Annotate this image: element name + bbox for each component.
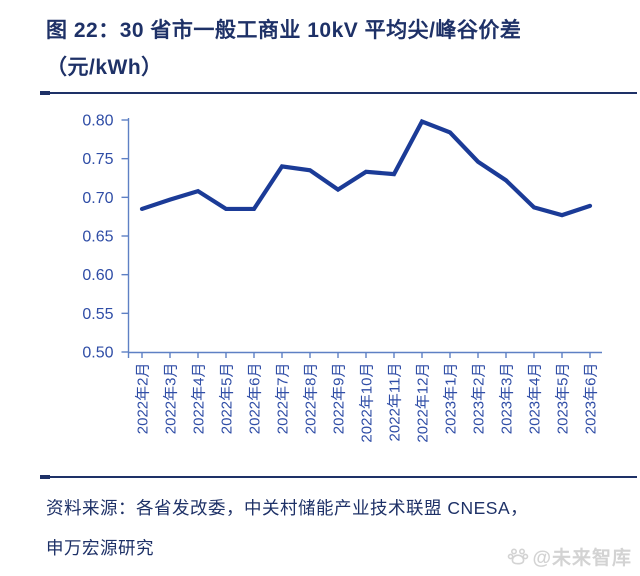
x-tick-label: 2022年3月	[163, 363, 180, 435]
paw-icon	[508, 547, 529, 565]
y-tick-label: 0.80	[82, 113, 113, 130]
x-tick-label: 2022年2月	[135, 363, 152, 435]
title-divider-line	[46, 92, 637, 94]
y-tick-label: 0.60	[82, 267, 113, 284]
data-source-line1: 资料来源：各省发改委，中关村储能产业技术联盟 CNESA，	[46, 498, 529, 518]
x-tick-label: 2023年3月	[499, 363, 516, 435]
x-tick-label: 2022年11月	[387, 363, 404, 442]
x-tick-label: 2022年7月	[275, 363, 292, 435]
y-tick-label: 0.55	[82, 306, 113, 323]
y-tick-label: 0.50	[82, 345, 113, 362]
title-divider-tip	[40, 91, 50, 95]
source-divider-tip	[40, 475, 50, 479]
source-divider-line	[46, 476, 637, 478]
line-chart: 0.80 0.75 0.70 0.65 0.60 0.55 0.50 2022年2月 2022年…	[0, 100, 640, 476]
x-tick-label: 2022年6月	[247, 363, 264, 435]
watermark: @未来智库	[507, 543, 632, 570]
figure-title-line1: 图 22：30 省市一般工商业 10kV 平均尖/峰谷价差	[46, 19, 522, 42]
figure-title: 图 22：30 省市一般工商业 10kV 平均尖/峰谷价差 （元/kWh）	[46, 12, 631, 86]
data-source-line2: 申万宏源研究	[46, 538, 154, 558]
figure-title-line2: （元/kWh）	[46, 56, 163, 79]
data-series-line	[139, 118, 593, 218]
x-tick-label: 2022年9月	[331, 363, 348, 435]
y-tick-label: 0.75	[82, 151, 113, 168]
x-tick-label: 2022年12月	[415, 363, 432, 443]
watermark-text: @未来智库	[532, 548, 632, 569]
x-tick-label: 2023年5月	[555, 363, 572, 435]
x-tick-label: 2022年5月	[219, 363, 236, 435]
x-tick-label: 2023年1月	[443, 363, 460, 435]
line-chart-svg: 0.80 0.75 0.70 0.65 0.60 0.55 0.50 2022年2月 2022年…	[82, 113, 602, 443]
data-source-note: 资料来源：各省发改委，中关村储能产业技术联盟 CNESA， 申万宏源研究	[46, 488, 621, 568]
y-tick-label: 0.65	[82, 229, 113, 246]
x-tick-label: 2022年8月	[303, 363, 320, 435]
y-tick-label: 0.70	[82, 190, 113, 207]
x-tick-label: 2023年2月	[471, 363, 488, 435]
x-tick-label: 2023年6月	[583, 363, 600, 435]
x-tick-label: 2023年4月	[527, 363, 544, 435]
x-tick-label: 2022年10月	[359, 363, 376, 443]
x-tick-label: 2022年4月	[191, 363, 208, 435]
